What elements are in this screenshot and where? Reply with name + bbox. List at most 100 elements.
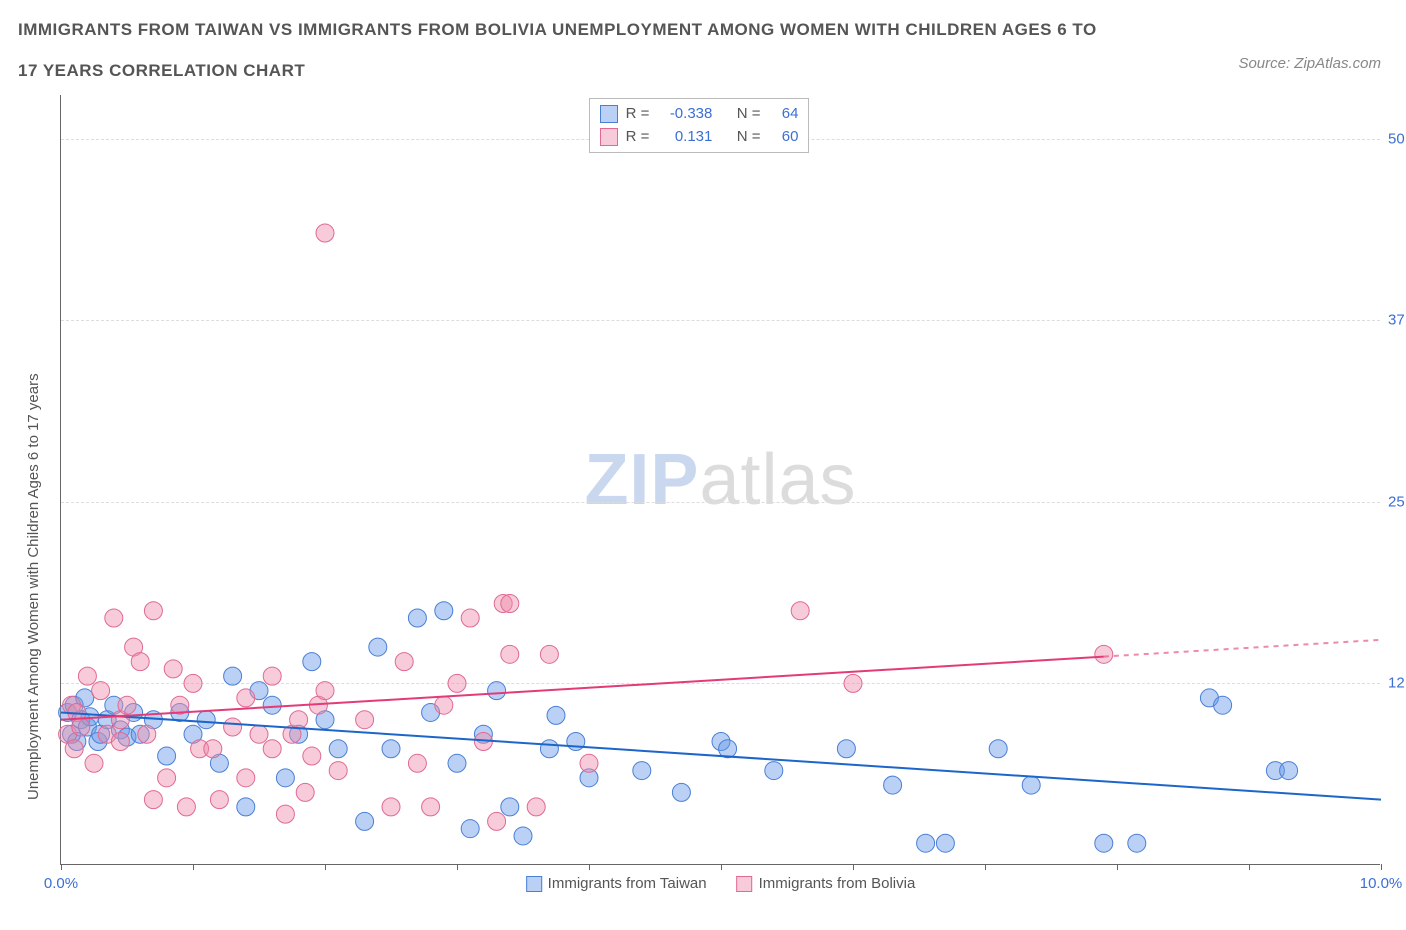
scatter-point <box>527 798 545 816</box>
scatter-point <box>237 769 255 787</box>
scatter-point <box>408 754 426 772</box>
scatter-point <box>488 682 506 700</box>
scatter-point <box>92 682 110 700</box>
scatter-point <box>514 827 532 845</box>
scatter-point <box>158 747 176 765</box>
scatter-point <box>296 783 314 801</box>
scatter-point <box>884 776 902 794</box>
y-axis-label: Unemployment Among Women with Children A… <box>25 373 42 800</box>
scatter-point <box>105 609 123 627</box>
scatter-svg <box>61 95 1380 864</box>
x-tick-label: 0.0% <box>44 875 78 892</box>
trend-line <box>61 712 1381 799</box>
scatter-point <box>65 740 83 758</box>
scatter-point <box>435 602 453 620</box>
scatter-point <box>1095 834 1113 852</box>
scatter-point <box>356 812 374 830</box>
scatter-point <box>184 674 202 692</box>
legend-swatch <box>737 876 753 892</box>
stats-r-value: 0.131 <box>657 126 712 149</box>
scatter-point <box>197 711 215 729</box>
scatter-point <box>276 769 294 787</box>
x-tick <box>721 864 722 870</box>
stats-r-label: R = <box>626 103 650 126</box>
scatter-point <box>250 725 268 743</box>
scatter-point <box>1095 645 1113 663</box>
scatter-point <box>158 769 176 787</box>
scatter-point <box>540 645 558 663</box>
chart-title: IMMIGRANTS FROM TAIWAN VS IMMIGRANTS FRO… <box>18 10 1118 92</box>
scatter-point <box>501 798 519 816</box>
stats-row: R =-0.338 N =64 <box>600 103 799 126</box>
legend-item: Immigrants from Bolivia <box>737 875 916 892</box>
scatter-point <box>461 609 479 627</box>
scatter-point <box>1128 834 1146 852</box>
scatter-point <box>435 696 453 714</box>
scatter-point <box>382 740 400 758</box>
scatter-point <box>131 653 149 671</box>
scatter-point <box>422 798 440 816</box>
scatter-point <box>164 660 182 678</box>
scatter-point <box>844 674 862 692</box>
x-tick <box>325 864 326 870</box>
scatter-point <box>1280 762 1298 780</box>
y-tick-label: 12.5% <box>1388 675 1406 692</box>
scatter-point <box>316 682 334 700</box>
series-legend: Immigrants from Taiwan Immigrants from Bo… <box>526 875 916 892</box>
legend-label: Immigrants from Bolivia <box>759 875 916 892</box>
scatter-point <box>303 653 321 671</box>
scatter-point <box>936 834 954 852</box>
scatter-point <box>501 645 519 663</box>
scatter-point <box>356 711 374 729</box>
scatter-point <box>263 667 281 685</box>
x-tick <box>1381 864 1382 870</box>
scatter-point <box>369 638 387 656</box>
scatter-point <box>547 706 565 724</box>
scatter-point <box>210 791 228 809</box>
stats-n-value: 64 <box>768 103 798 126</box>
scatter-point <box>580 754 598 772</box>
x-tick <box>589 864 590 870</box>
trend-line-dashed <box>1104 640 1381 657</box>
source-attribution: Source: ZipAtlas.com <box>1238 55 1381 72</box>
scatter-point <box>461 820 479 838</box>
scatter-point <box>448 674 466 692</box>
scatter-point <box>204 740 222 758</box>
scatter-point <box>72 718 90 736</box>
scatter-point <box>837 740 855 758</box>
scatter-point <box>263 696 281 714</box>
stats-swatch <box>600 128 618 146</box>
y-tick-label: 37.5% <box>1388 312 1406 329</box>
stats-r-label: R = <box>626 126 650 149</box>
scatter-point <box>144 791 162 809</box>
legend-label: Immigrants from Taiwan <box>548 875 707 892</box>
legend-swatch <box>526 876 542 892</box>
scatter-point <box>224 667 242 685</box>
scatter-point <box>316 224 334 242</box>
y-tick-label: 25.0% <box>1388 493 1406 510</box>
scatter-point <box>633 762 651 780</box>
scatter-point <box>540 740 558 758</box>
scatter-point <box>448 754 466 772</box>
scatter-point <box>276 805 294 823</box>
x-tick-label: 10.0% <box>1360 875 1403 892</box>
scatter-point <box>382 798 400 816</box>
scatter-point <box>672 783 690 801</box>
x-tick <box>1249 864 1250 870</box>
x-tick <box>1117 864 1118 870</box>
trend-line-solid <box>61 657 1104 720</box>
stats-swatch <box>600 105 618 123</box>
legend-item: Immigrants from Taiwan <box>526 875 707 892</box>
scatter-point <box>765 762 783 780</box>
correlation-stats-legend: R =-0.338 N =64R =0.131 N =60 <box>589 98 810 153</box>
scatter-point <box>917 834 935 852</box>
scatter-point <box>237 689 255 707</box>
y-tick-label: 50.0% <box>1388 130 1406 147</box>
scatter-point <box>224 718 242 736</box>
scatter-point <box>144 602 162 620</box>
scatter-point <box>263 740 281 758</box>
x-tick <box>193 864 194 870</box>
scatter-point <box>1214 696 1232 714</box>
scatter-point <box>989 740 1007 758</box>
scatter-point <box>303 747 321 765</box>
